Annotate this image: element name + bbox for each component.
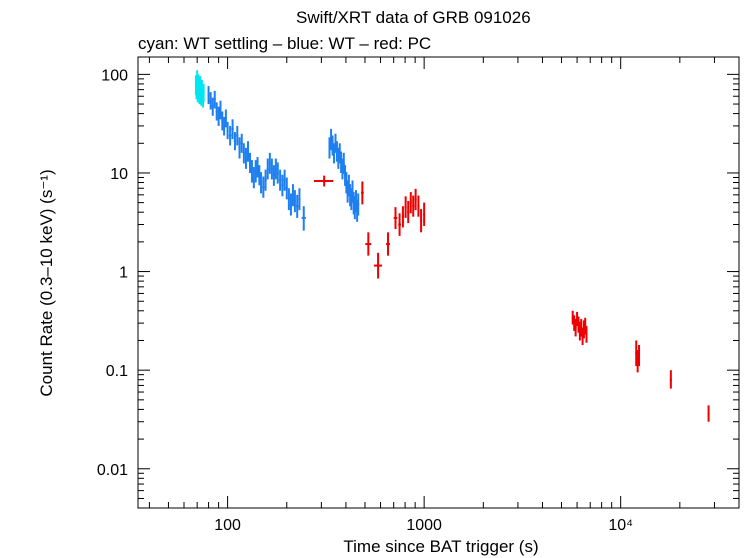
axis-tick-labels: 100 1000 10⁴ 100 10 1 0.1 0.01 [97, 67, 633, 534]
data-point [270, 158, 273, 180]
data-point [236, 125, 239, 146]
data-point [351, 180, 354, 203]
y-axis-label: Count Rate (0.3–10 keV) (s⁻¹) [37, 169, 56, 396]
data-point [393, 207, 398, 230]
data-point [407, 200, 410, 224]
data-point [254, 160, 257, 183]
data-point [386, 232, 390, 256]
data-point [289, 193, 292, 216]
data-point [240, 133, 243, 153]
data-point [365, 232, 372, 256]
data-point [266, 158, 269, 180]
data-point [373, 252, 383, 279]
data-point [301, 206, 306, 231]
data-point [287, 188, 290, 211]
x-tick-label: 100 [214, 517, 241, 534]
data-point [423, 202, 426, 226]
data-point [211, 97, 214, 116]
data-point [226, 121, 229, 140]
data-point [274, 158, 277, 180]
data-point [313, 175, 334, 187]
data-point [221, 111, 224, 131]
data-point [228, 125, 232, 146]
x-tick-label: 1000 [406, 517, 442, 534]
data-point [231, 119, 234, 140]
data-point [412, 195, 415, 217]
data-point [252, 166, 255, 189]
data-point [258, 165, 261, 186]
data-point [414, 188, 417, 211]
data-point [574, 319, 577, 337]
data-point [342, 152, 345, 174]
data-point [281, 174, 284, 197]
data-point [223, 116, 226, 136]
data-point [260, 172, 263, 194]
data-series [194, 70, 710, 422]
series-pc [313, 175, 710, 422]
data-point [283, 169, 286, 191]
data-point [242, 143, 245, 164]
data-point [202, 83, 205, 103]
data-point [207, 86, 210, 105]
data-point [272, 165, 275, 186]
x-axis-label: Time since BAT trigger (s) [343, 537, 538, 556]
data-point [417, 195, 420, 217]
data-point [285, 177, 288, 200]
y-tick-label: 0.01 [97, 462, 128, 479]
data-point [219, 100, 222, 120]
series-wt [207, 86, 360, 231]
data-point [669, 370, 672, 389]
data-point [398, 213, 401, 236]
data-point [246, 141, 250, 162]
data-point [298, 188, 301, 211]
data-point [262, 176, 265, 198]
data-point [296, 194, 299, 218]
data-point [217, 106, 220, 126]
data-point [224, 109, 227, 128]
data-point [401, 206, 405, 228]
y-tick-label: 10 [110, 166, 128, 183]
data-point [268, 152, 271, 174]
data-point [409, 192, 412, 214]
chart-title: Swift/XRT data of GRB 091026 [296, 8, 531, 27]
data-point [291, 184, 294, 207]
data-point [250, 160, 253, 183]
data-point [420, 209, 423, 233]
data-point [357, 193, 360, 216]
y-tick-label: 100 [101, 67, 128, 84]
y-tick-label: 1 [119, 265, 128, 282]
data-point [215, 102, 218, 121]
data-point [264, 169, 267, 191]
chart-subtitle: cyan: WT settling – blue: WT – red: PC [138, 34, 432, 53]
data-point [585, 326, 588, 343]
data-point [213, 90, 216, 109]
data-point [256, 157, 259, 178]
data-point [360, 181, 364, 205]
data-point [293, 190, 296, 213]
series-wt_settling [194, 70, 205, 108]
x-tick-label: 10⁴ [608, 517, 633, 534]
data-point [244, 147, 247, 169]
data-point [209, 92, 212, 110]
data-point [404, 196, 407, 218]
plot-frame [137, 56, 740, 509]
y-tick-label: 0.1 [106, 363, 128, 380]
data-point [276, 162, 279, 184]
data-point [248, 152, 251, 173]
data-point [278, 169, 282, 191]
axis-ticks [138, 57, 740, 509]
data-point [233, 132, 237, 151]
data-point [238, 137, 241, 159]
data-point [638, 344, 641, 367]
data-point [707, 405, 710, 422]
